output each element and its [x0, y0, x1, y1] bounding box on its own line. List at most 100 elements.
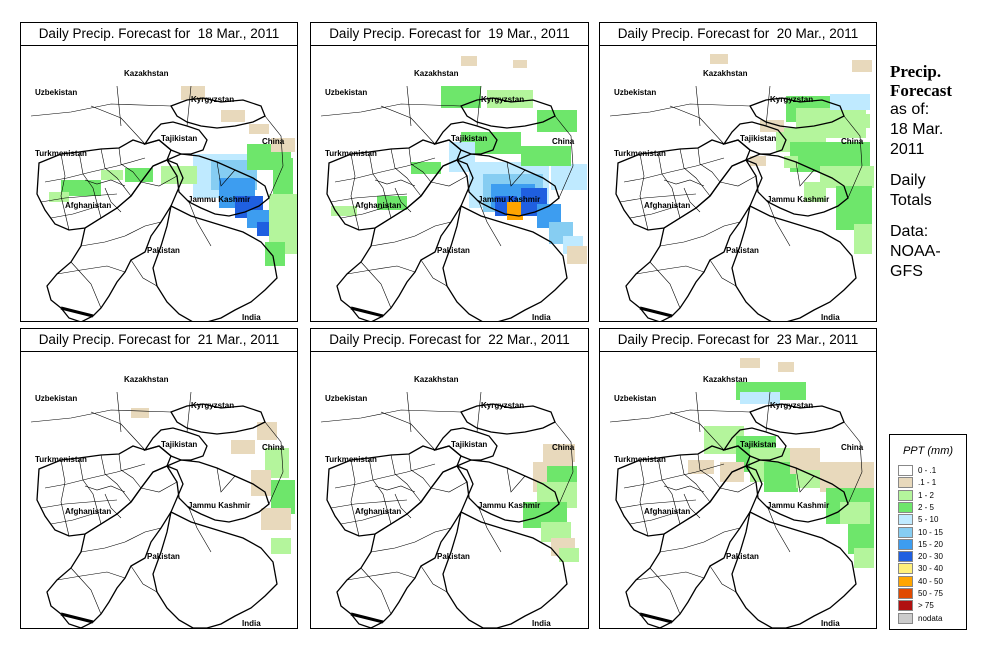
legend-swatch [898, 514, 913, 526]
precip-cell [559, 548, 579, 562]
province-boundary [380, 411, 436, 451]
country-label-india: India [532, 619, 551, 628]
precip-cell [257, 422, 277, 440]
forecast-map: Kazakhstan Uzbekistan Kyrgyzstan Tajikistan… [320, 56, 587, 321]
precip-cell [251, 470, 271, 496]
legend-label: 20 - 30 [918, 552, 943, 562]
precip-cell [790, 448, 820, 474]
province-boundary [679, 454, 711, 503]
country-label-afghanistan: Afghanistan [65, 201, 111, 210]
province-boundary [663, 485, 705, 493]
country-boundary [170, 97, 266, 129]
country-boundary [152, 511, 278, 628]
province-boundary [635, 571, 705, 581]
country-label-turkmenistan: Turkmenistan [614, 455, 666, 464]
country-boundary [460, 97, 556, 129]
data-source-1: NOAA- [890, 243, 941, 260]
country-label-turkmenistan: Turkmenistan [35, 455, 87, 464]
legend-swatch [898, 501, 913, 513]
precip-cell [49, 192, 69, 202]
province-boundary [118, 147, 142, 183]
province-boundary [80, 527, 162, 553]
legend-label: > 75 [918, 601, 934, 611]
province-boundary [554, 421, 574, 505]
panel-title: Daily Precip. Forecast for 22 Mar., 2011 [311, 329, 588, 352]
precip-cell [101, 170, 123, 180]
forecast-panel-23-mar: Daily Precip. Forecast for 23 Mar., 2011… [599, 328, 877, 629]
forecast-map: Kazakhstan Uzbekistan Kyrgyzstan Tajikistan… [609, 54, 874, 321]
precip-cell [778, 362, 794, 372]
province-boundary [216, 161, 236, 187]
province-boundary [420, 259, 448, 287]
precip-cell [487, 90, 533, 108]
country-boundary [166, 459, 270, 523]
legend-label: 0 - .1 [918, 466, 937, 475]
province-boundary [679, 148, 711, 197]
province-boundary [44, 463, 146, 489]
legend-label: 30 - 40 [918, 564, 943, 574]
legend-label: 40 - 50 [918, 576, 943, 586]
country-label-turkmenistan: Turkmenistan [325, 455, 377, 464]
province-boundary [476, 391, 482, 433]
country-boundary [442, 511, 568, 628]
province-boundary [50, 205, 100, 219]
province-boundary [130, 259, 158, 287]
legend-item: > 75 [898, 600, 964, 612]
province-boundary [44, 157, 146, 183]
province-boundary [843, 421, 863, 505]
legend-item: 15 - 20 [898, 538, 964, 551]
country-label-tajikistan: Tajikistan [161, 440, 197, 449]
province-boundary [695, 391, 701, 433]
legend-item: 2 - 5 [898, 501, 964, 514]
legend-label: 50 - 75 [918, 589, 943, 598]
precip-cell [543, 444, 575, 462]
country-label-jammu_kashmir: Jammu Kashmir [478, 195, 540, 204]
country-label-kazakhstan: Kazakhstan [414, 375, 459, 384]
precip-cell [740, 358, 760, 368]
country-label-kazakhstan: Kazakhstan [703, 375, 748, 384]
country-boundary [433, 121, 498, 155]
country-label-uzbekistan: Uzbekistan [35, 394, 77, 403]
country-label-kyrgyzstan: Kyrgyzstan [191, 401, 234, 410]
province-boundary [406, 85, 412, 127]
precip-cell [271, 138, 295, 152]
country-boundary [46, 465, 184, 628]
province-boundary [390, 148, 422, 197]
legend-item: 0 - .1 [898, 465, 964, 477]
legend-item: 10 - 15 [898, 526, 964, 539]
legend-label: 10 - 15 [918, 527, 943, 537]
country-label-turkmenistan: Turkmenistan [614, 149, 666, 158]
country-label-pakistan: Pakistan [437, 552, 470, 561]
precip-cell [804, 182, 826, 202]
province-boundary [719, 175, 757, 187]
country-boundary [625, 465, 763, 628]
country-label-jammu_kashmir: Jammu Kashmir [767, 195, 829, 204]
precip-cell [820, 166, 874, 188]
precip-cell [131, 408, 149, 418]
asof-year: 2011 [890, 141, 925, 158]
province-boundary [765, 391, 771, 433]
precip-cell [261, 508, 291, 530]
province-boundary [619, 499, 697, 509]
province-boundary [390, 454, 422, 503]
country-label-jammu_kashmir: Jammu Kashmir [188, 195, 250, 204]
province-boundary [406, 391, 412, 433]
province-boundary [330, 193, 408, 203]
precip-cell [854, 224, 872, 254]
province-boundary [186, 391, 192, 433]
precip-cell [567, 246, 587, 264]
precip-cell [541, 522, 571, 542]
country-boundary [625, 159, 763, 321]
province-boundary [619, 193, 697, 203]
province-boundary [320, 409, 462, 423]
precip-cell [273, 158, 293, 202]
legend-label: .1 - 1 [918, 478, 937, 488]
province-boundary [346, 571, 416, 581]
province-boundary [30, 409, 172, 423]
totals-label-2: Totals [890, 192, 932, 209]
legend-item: 50 - 75 [898, 588, 964, 600]
legend-swatch [898, 575, 913, 587]
province-boundary [350, 153, 360, 231]
country-label-kyrgyzstan: Kyrgyzstan [191, 95, 234, 104]
province-boundary [104, 493, 122, 519]
